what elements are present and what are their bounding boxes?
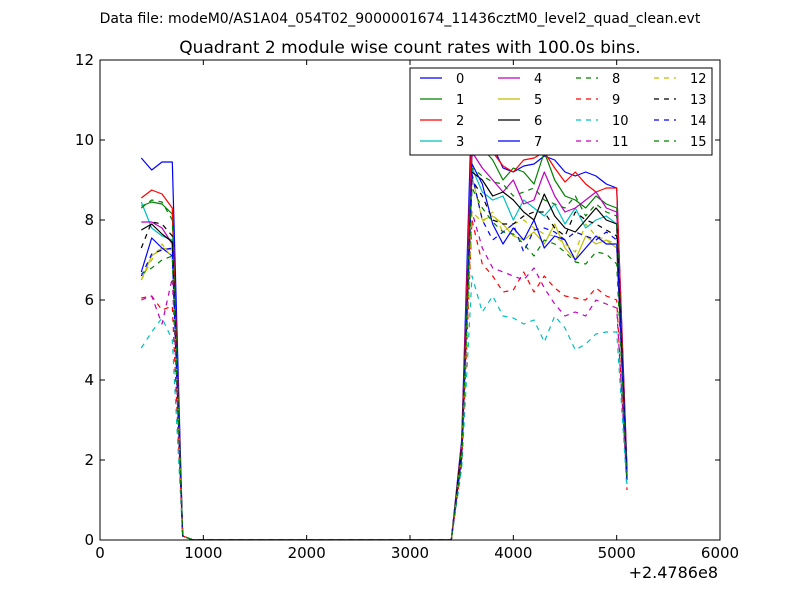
x-tick-label: 5000 bbox=[598, 544, 636, 562]
legend-label-5: 5 bbox=[534, 93, 542, 108]
x-tick-label: 4000 bbox=[494, 544, 532, 562]
y-tick-label: 4 bbox=[84, 371, 94, 389]
series-line-8 bbox=[140, 167, 628, 540]
y-tick-label: 2 bbox=[84, 451, 94, 469]
series-line-14 bbox=[140, 173, 628, 540]
y-tick-label: 8 bbox=[84, 211, 94, 229]
legend-label-14: 14 bbox=[690, 114, 707, 129]
legend-label-13: 13 bbox=[690, 93, 707, 108]
y-tick-label: 6 bbox=[84, 291, 94, 309]
legend-label-15: 15 bbox=[690, 135, 707, 150]
x-tick-label: 6000 bbox=[701, 544, 739, 562]
x-offset-label: +2.4786e8 bbox=[629, 563, 718, 582]
legend-label-12: 12 bbox=[690, 72, 707, 87]
legend-label-10: 10 bbox=[612, 114, 629, 129]
series-line-4 bbox=[141, 151, 628, 540]
series-line-3 bbox=[140, 167, 628, 540]
series-line-1 bbox=[141, 147, 628, 540]
legend-label-6: 6 bbox=[534, 114, 542, 129]
y-tick-label: 12 bbox=[75, 51, 94, 69]
x-tick-label: 2000 bbox=[288, 544, 326, 562]
y-tick-label: 0 bbox=[84, 531, 94, 549]
plot-frame bbox=[99, 59, 721, 541]
legend-label-3: 3 bbox=[456, 135, 464, 150]
series-line-6 bbox=[141, 171, 628, 540]
legend-label-7: 7 bbox=[534, 135, 542, 150]
legend-label-1: 1 bbox=[456, 93, 464, 108]
series-line-10 bbox=[140, 275, 628, 540]
legend-label-11: 11 bbox=[612, 135, 629, 150]
legend-frame bbox=[409, 67, 713, 156]
legend-label-0: 0 bbox=[456, 72, 464, 87]
series-line-15 bbox=[141, 187, 628, 540]
series-line-7 bbox=[140, 163, 628, 540]
legend-label-4: 4 bbox=[534, 72, 542, 87]
chart-title: Quadrant 2 module wise count rates with … bbox=[179, 38, 640, 58]
x-tick-label: 3000 bbox=[391, 544, 429, 562]
legend-label-9: 9 bbox=[612, 93, 620, 108]
legend-label-8: 8 bbox=[612, 72, 620, 87]
y-tick-label: 10 bbox=[75, 131, 94, 149]
datafile-label: Data file: modeM0/AS1A04_054T02_90000016… bbox=[100, 11, 701, 27]
x-tick-label: 1000 bbox=[184, 544, 222, 562]
legend-label-2: 2 bbox=[456, 114, 464, 129]
x-tick-label: 0 bbox=[95, 544, 105, 562]
